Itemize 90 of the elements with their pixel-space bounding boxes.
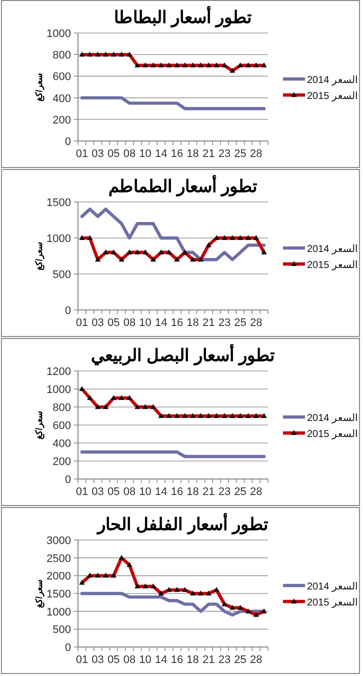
x-tick-label: 03 bbox=[92, 148, 104, 160]
x-tick-label: 16 bbox=[170, 317, 184, 329]
x-tick-label: 14 bbox=[155, 148, 168, 160]
x-tick-label: 25 bbox=[234, 486, 246, 498]
x-tick-label: 08 bbox=[123, 654, 136, 666]
x-tick-label: 23 bbox=[218, 486, 231, 498]
y-tick-label: 1000 bbox=[46, 606, 71, 618]
legend-label: السعر 2015 bbox=[306, 429, 358, 440]
y-tick-label: 500 bbox=[52, 269, 71, 281]
y-tick-label: 2500 bbox=[46, 552, 71, 565]
y-tick-label: 2000 bbox=[46, 570, 71, 583]
legend-label: السعر 2015 bbox=[306, 260, 358, 271]
x-tick-label: 08 bbox=[123, 148, 136, 160]
y-tick-label: 200 bbox=[52, 114, 71, 126]
x-tick-label: 21 bbox=[202, 654, 215, 666]
x-tick-label: 16 bbox=[170, 486, 184, 498]
x-tick-label: 01 bbox=[76, 486, 88, 498]
y-tick-label: 1200 bbox=[46, 366, 71, 378]
x-tick-label: 18 bbox=[186, 486, 199, 498]
y-tick-label: 400 bbox=[52, 92, 71, 105]
y-tick-label: 1500 bbox=[46, 197, 71, 209]
y-axis-title: سعر/كغ bbox=[34, 410, 45, 440]
x-tick-label: 10 bbox=[139, 317, 152, 329]
x-tick-label: 25 bbox=[234, 317, 246, 329]
y-tick-label: 400 bbox=[52, 438, 71, 450]
y-tick-label: 800 bbox=[52, 402, 71, 414]
x-tick-label: 03 bbox=[92, 317, 104, 329]
y-tick-label: 1000 bbox=[46, 233, 71, 245]
y-tick-label: 500 bbox=[52, 624, 71, 636]
x-tick-label: 23 bbox=[218, 317, 231, 329]
x-tick-label: 05 bbox=[108, 486, 120, 498]
x-tick-label: 23 bbox=[218, 654, 231, 666]
y-tick-label: 800 bbox=[52, 50, 71, 62]
legend-label: السعر 2014 bbox=[306, 413, 358, 424]
chart-title: تطور أسعار الفلفل الحار bbox=[95, 512, 269, 535]
y-tick-label: 0 bbox=[64, 305, 71, 317]
legend-label: السعر 2014 bbox=[306, 244, 358, 255]
legend-label: السعر 2015 bbox=[306, 91, 358, 102]
x-tick-label: 25 bbox=[234, 148, 246, 160]
y-tick-label: 1000 bbox=[46, 28, 71, 40]
y-tick-label: 1500 bbox=[46, 588, 71, 600]
x-tick-label: 25 bbox=[234, 654, 246, 666]
chart-title: تطور أسعار الطماطم bbox=[108, 174, 258, 197]
x-tick-label: 21 bbox=[202, 148, 215, 160]
x-tick-label: 01 bbox=[76, 317, 88, 329]
chart-title: تطور أسعار البصل الربيعي bbox=[90, 343, 276, 366]
x-tick-label: 14 bbox=[155, 486, 168, 498]
line-series bbox=[80, 592, 267, 616]
x-tick-label: 05 bbox=[108, 148, 120, 160]
x-tick-label: 16 bbox=[170, 148, 184, 160]
x-tick-label: 14 bbox=[155, 317, 168, 329]
x-tick-label: 28 bbox=[250, 654, 262, 666]
x-tick-label: 21 bbox=[202, 317, 215, 329]
x-tick-label: 08 bbox=[123, 486, 136, 498]
x-tick-label: 03 bbox=[92, 654, 104, 666]
x-tick-label: 23 bbox=[218, 148, 231, 160]
x-tick-label: 03 bbox=[92, 486, 104, 498]
x-tick-label: 05 bbox=[108, 654, 120, 666]
y-tick-label: 600 bbox=[52, 420, 71, 432]
y-axis-title: سعر/كغ bbox=[34, 579, 45, 608]
x-tick-label: 08 bbox=[123, 317, 136, 329]
y-axis-title: سعر/كغ bbox=[34, 242, 45, 270]
chart-title: تطور أسعار البطاطا bbox=[114, 5, 252, 28]
x-tick-label: 10 bbox=[139, 148, 152, 160]
y-tick-label: 0 bbox=[64, 136, 71, 148]
y-tick-label: 600 bbox=[52, 71, 71, 84]
x-tick-label: 16 bbox=[170, 654, 184, 666]
line-series bbox=[80, 208, 266, 262]
x-tick-label: 28 bbox=[250, 486, 262, 498]
x-tick-label: 10 bbox=[139, 486, 152, 498]
y-axis-title: سعر/كغ bbox=[34, 72, 45, 102]
x-tick-label: 01 bbox=[76, 148, 88, 160]
x-tick-label: 18 bbox=[186, 317, 199, 329]
y-tick-label: 200 bbox=[52, 456, 71, 468]
x-tick-label: 18 bbox=[186, 654, 199, 666]
y-tick-label: 1000 bbox=[46, 384, 71, 396]
x-tick-label: 21 bbox=[202, 486, 215, 498]
x-tick-label: 28 bbox=[250, 148, 262, 160]
x-tick-label: 05 bbox=[108, 317, 120, 329]
legend-label: السعر 2015 bbox=[306, 598, 358, 608]
x-tick-label: 28 bbox=[250, 317, 262, 329]
y-tick-label: 0 bbox=[64, 474, 71, 486]
x-tick-label: 10 bbox=[139, 654, 152, 666]
x-tick-label: 14 bbox=[155, 654, 168, 666]
x-tick-label: 18 bbox=[186, 148, 199, 160]
x-tick-label: 01 bbox=[76, 654, 88, 666]
y-tick-label: 0 bbox=[64, 642, 71, 654]
y-tick-label: 3000 bbox=[46, 535, 71, 547]
legend-label: السعر 2014 bbox=[306, 75, 358, 86]
legend-label: السعر 2014 bbox=[306, 582, 358, 592]
